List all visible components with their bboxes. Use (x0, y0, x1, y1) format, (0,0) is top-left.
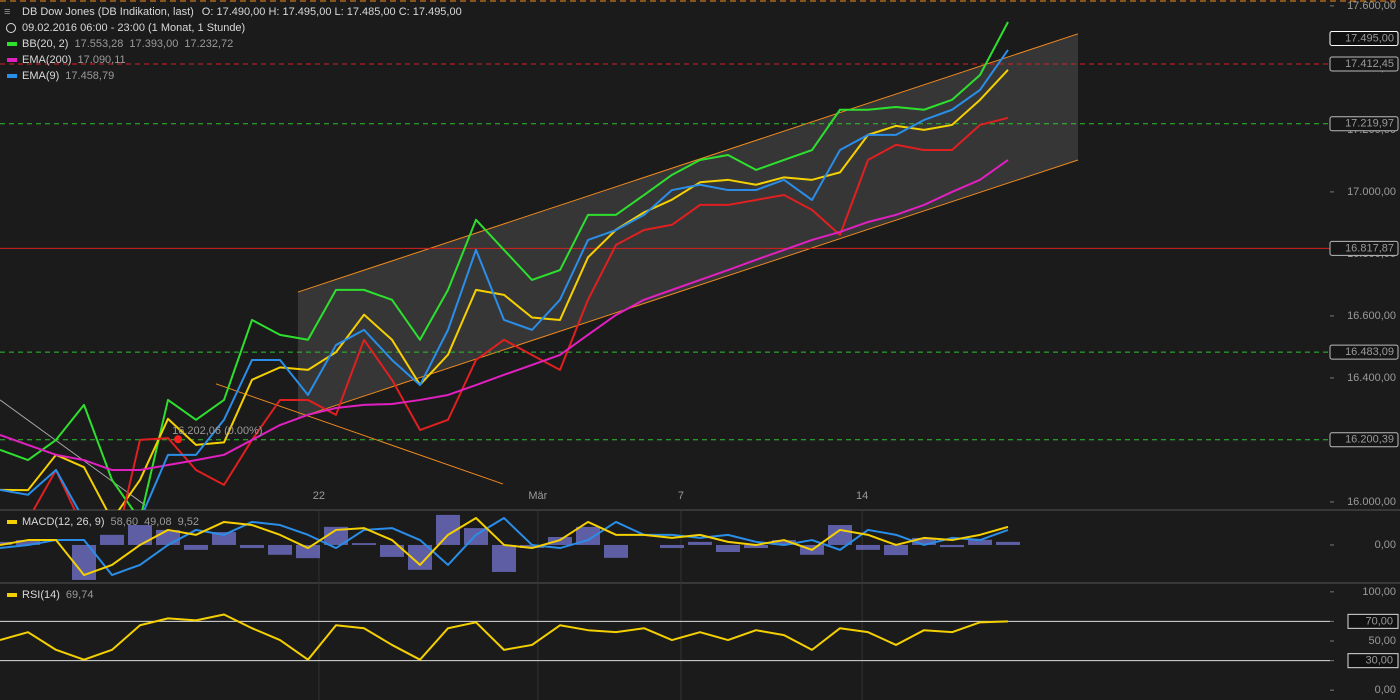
legend-name: RSI(14) (22, 589, 60, 601)
level-label: 16.200,39 (1345, 434, 1394, 446)
y-tick-label: 16.000,00 (1347, 496, 1396, 508)
y-tick-label: 0,00 (1375, 539, 1396, 551)
level-label: 17.412,45 (1345, 58, 1394, 70)
series-line (0, 159, 1009, 472)
legend-value: 17.458,79 (65, 70, 114, 82)
x-tick-label: 14 (856, 490, 868, 502)
legend-name: BB(20, 2) (22, 38, 68, 50)
histogram-bar (268, 544, 292, 555)
ticker-icon: ≡ (4, 6, 10, 18)
histogram-bar (940, 544, 964, 548)
x-tick-label: 22 (313, 490, 325, 502)
panel (0, 583, 1330, 700)
x-tick-label: Mär (528, 490, 547, 502)
series-line (0, 69, 1009, 510)
histogram-bar (688, 541, 712, 545)
level-box (1329, 56, 1399, 72)
panel (0, 510, 1020, 583)
histogram-bar (184, 544, 208, 550)
y-tick-label: 17.600,00 (1347, 0, 1396, 12)
legend-value: 17.553,28 (74, 38, 123, 50)
last-price-label: 17.495,00 (1345, 32, 1394, 44)
level-label: 17.219,97 (1345, 118, 1394, 130)
legend-value: 17.393,00 (129, 38, 178, 50)
legend-swatch (7, 520, 17, 524)
histogram-bar (996, 541, 1020, 545)
legend-swatch (7, 74, 17, 78)
histogram-bar (856, 544, 880, 550)
series-line (0, 21, 1009, 510)
histogram-bar (128, 525, 152, 545)
series-line (0, 49, 1009, 510)
level-label: 16.817,87 (1345, 242, 1394, 254)
annotation-label: 16.202,06 (0.00%) (172, 425, 263, 437)
series-line (0, 516, 1009, 577)
histogram-bar (884, 544, 908, 556)
level-label: 16.483,09 (1345, 346, 1394, 358)
y-tick-label: 16.600,00 (1347, 310, 1396, 322)
legend-name: EMA(9) (22, 70, 59, 82)
legend-swatch (7, 42, 17, 46)
histogram-bar (296, 544, 320, 559)
y-tick-label: 70,00 (1365, 615, 1393, 627)
histogram-bar (576, 526, 600, 545)
level-box (1347, 653, 1399, 669)
level-box (1329, 240, 1399, 256)
histogram-bar (100, 534, 124, 545)
y-tick-label: 100,00 (1362, 586, 1396, 598)
legend-name: EMA(200) (22, 54, 72, 66)
clock-icon (6, 23, 16, 33)
legend-value: 49,08 (144, 516, 172, 528)
histogram-bar (240, 544, 264, 549)
histogram-bar (604, 544, 628, 558)
histogram-bar (912, 537, 936, 545)
histogram-bar (492, 544, 516, 572)
last-price-box (1329, 30, 1399, 46)
level-box (1347, 613, 1399, 629)
y-tick-label: 50,00 (1368, 635, 1396, 647)
histogram-bar (212, 532, 236, 545)
level-box (1329, 116, 1399, 132)
legend-value: 17.090,11 (78, 54, 126, 66)
series-line (32, 116, 1009, 510)
series-line (0, 516, 1009, 577)
histogram-bar (716, 544, 740, 553)
trendline (215, 383, 504, 485)
histogram-bar (380, 544, 404, 557)
level-box (1329, 344, 1399, 360)
y-tick-label: 16.400,00 (1347, 372, 1396, 384)
legend-value: 17.232,72 (184, 38, 233, 50)
histogram-bar (660, 544, 684, 549)
ohlc: O: 17.490,00 H: 17.495,00 L: 17.485,00 C… (202, 6, 462, 18)
series-line (0, 613, 1009, 661)
annotation-marker (174, 435, 183, 444)
trendline (297, 33, 1079, 293)
histogram-bar (520, 544, 544, 549)
legend-name: MACD(12, 26, 9) (22, 516, 105, 528)
histogram-bar (16, 540, 40, 545)
chart-subtitle: 09.02.2016 06:00 - 23:00 (1 Monat, 1 Stu… (22, 22, 245, 34)
level-box (1329, 432, 1399, 448)
y-tick-label: 17.000,00 (1347, 186, 1396, 198)
histogram-bar (772, 540, 796, 545)
legend-swatch (7, 593, 17, 597)
legend-value: 58,60 (111, 516, 139, 528)
histogram-bar (744, 544, 768, 549)
histogram-bar (968, 539, 992, 545)
legend-swatch (7, 58, 17, 62)
panel (0, 21, 1330, 510)
legend-value: 9,52 (178, 516, 199, 528)
legend-value: 69,74 (66, 589, 94, 601)
y-tick-label: 0,00 (1375, 684, 1396, 696)
histogram-bar (324, 526, 348, 545)
y-tick-label: 30,00 (1365, 655, 1393, 667)
chart-title: DB Dow Jones (DB Indikation, last) (22, 6, 194, 18)
histogram-bar (352, 543, 376, 545)
trendline (0, 399, 146, 506)
x-tick-label: 7 (678, 490, 684, 502)
